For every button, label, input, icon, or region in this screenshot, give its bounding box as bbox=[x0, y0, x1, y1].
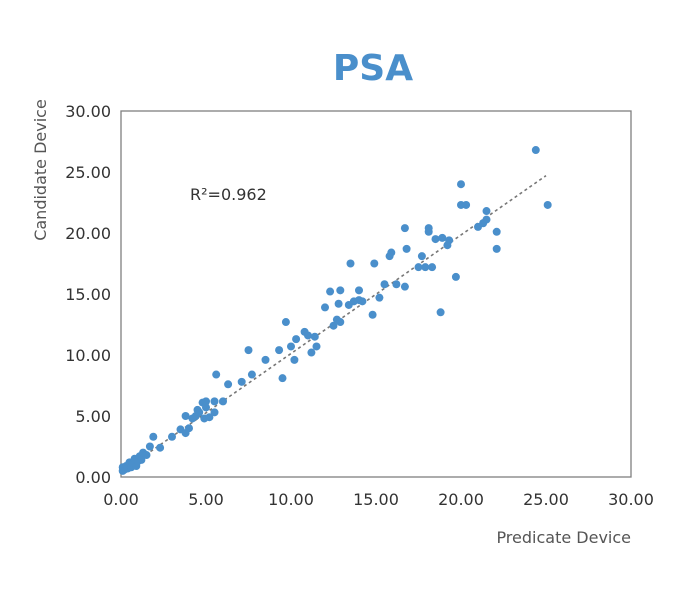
data-point bbox=[195, 408, 204, 417]
data-point bbox=[375, 293, 384, 302]
data-point bbox=[278, 374, 287, 383]
plot-area bbox=[120, 110, 632, 478]
data-point bbox=[358, 297, 367, 306]
data-point bbox=[321, 303, 329, 312]
y-tick-label: 0.00 bbox=[75, 468, 111, 487]
data-point bbox=[244, 346, 253, 355]
data-point bbox=[210, 408, 219, 417]
data-point bbox=[237, 377, 246, 386]
data-point bbox=[247, 370, 256, 379]
data-point bbox=[417, 252, 426, 261]
data-point bbox=[168, 432, 176, 441]
data-point bbox=[428, 263, 437, 272]
data-point bbox=[287, 342, 295, 351]
y-axis-label: Candidate Device bbox=[31, 99, 50, 241]
data-point bbox=[326, 287, 335, 296]
data-point bbox=[212, 370, 221, 379]
data-point bbox=[304, 331, 312, 340]
data-point bbox=[181, 412, 190, 420]
data-point bbox=[400, 224, 409, 233]
x-tick-label: 5.00 bbox=[188, 490, 224, 509]
x-tick-label: 15.00 bbox=[353, 490, 399, 509]
data-point bbox=[329, 321, 338, 330]
y-tick-label: 20.00 bbox=[65, 224, 111, 243]
data-point bbox=[531, 146, 540, 155]
data-point bbox=[414, 263, 423, 272]
data-point bbox=[224, 380, 233, 389]
data-point bbox=[431, 235, 440, 244]
data-point bbox=[457, 180, 465, 189]
x-tick-label: 10.00 bbox=[268, 490, 314, 509]
y-tick-label: 25.00 bbox=[65, 163, 111, 182]
data-point bbox=[392, 280, 401, 289]
data-point bbox=[145, 442, 154, 451]
data-point bbox=[156, 443, 165, 452]
y-tick-label: 15.00 bbox=[65, 285, 111, 304]
y-axis-ticks: 0.00 5.00 10.00 15.00 20.00 25.00 30.00 bbox=[65, 102, 111, 487]
data-point bbox=[421, 263, 430, 272]
data-point bbox=[424, 224, 433, 233]
chart-title: PSA bbox=[333, 48, 413, 89]
data-point bbox=[462, 200, 471, 209]
x-axis-label: Predicate Device bbox=[496, 528, 631, 547]
y-tick-label: 30.00 bbox=[65, 102, 111, 121]
data-point bbox=[482, 215, 491, 224]
data-point bbox=[137, 455, 146, 464]
data-point bbox=[334, 299, 343, 308]
data-point bbox=[492, 227, 501, 236]
x-tick-label: 0.00 bbox=[103, 490, 139, 509]
data-point bbox=[261, 355, 270, 364]
data-point bbox=[310, 332, 319, 341]
x-tick-label: 20.00 bbox=[438, 490, 484, 509]
data-point bbox=[336, 318, 345, 327]
data-point bbox=[275, 346, 284, 355]
data-point bbox=[307, 348, 316, 357]
data-point bbox=[281, 318, 290, 327]
data-point bbox=[219, 397, 227, 406]
data-point bbox=[370, 259, 379, 268]
data-point bbox=[402, 244, 411, 253]
data-point bbox=[210, 397, 219, 406]
data-point bbox=[205, 413, 214, 422]
data-point bbox=[387, 248, 396, 257]
y-tick-label: 10.00 bbox=[65, 346, 111, 365]
data-point bbox=[380, 280, 389, 289]
data-point bbox=[400, 282, 409, 291]
data-point bbox=[149, 432, 158, 441]
data-point bbox=[438, 233, 447, 242]
data-point bbox=[445, 236, 454, 245]
data-point bbox=[290, 355, 299, 364]
data-point bbox=[312, 342, 321, 351]
data-point bbox=[543, 200, 552, 209]
data-point bbox=[202, 397, 210, 406]
data-point bbox=[142, 451, 151, 460]
r-squared-annotation: R²=0.962 bbox=[190, 185, 267, 204]
data-points bbox=[118, 146, 552, 475]
data-point bbox=[436, 308, 445, 317]
data-point bbox=[368, 310, 377, 319]
x-tick-label: 30.00 bbox=[608, 490, 654, 509]
x-axis-ticks: 0.00 5.00 10.00 15.00 20.00 25.00 30.00 bbox=[103, 490, 654, 509]
y-tick-label: 5.00 bbox=[75, 407, 111, 426]
data-point bbox=[482, 207, 491, 216]
data-point bbox=[346, 259, 355, 268]
data-point bbox=[492, 244, 501, 253]
data-point bbox=[292, 335, 301, 344]
data-point bbox=[336, 286, 345, 295]
x-tick-label: 25.00 bbox=[523, 490, 569, 509]
data-point bbox=[355, 286, 363, 295]
data-point bbox=[185, 424, 193, 433]
data-point bbox=[451, 272, 460, 281]
data-point bbox=[202, 403, 210, 412]
